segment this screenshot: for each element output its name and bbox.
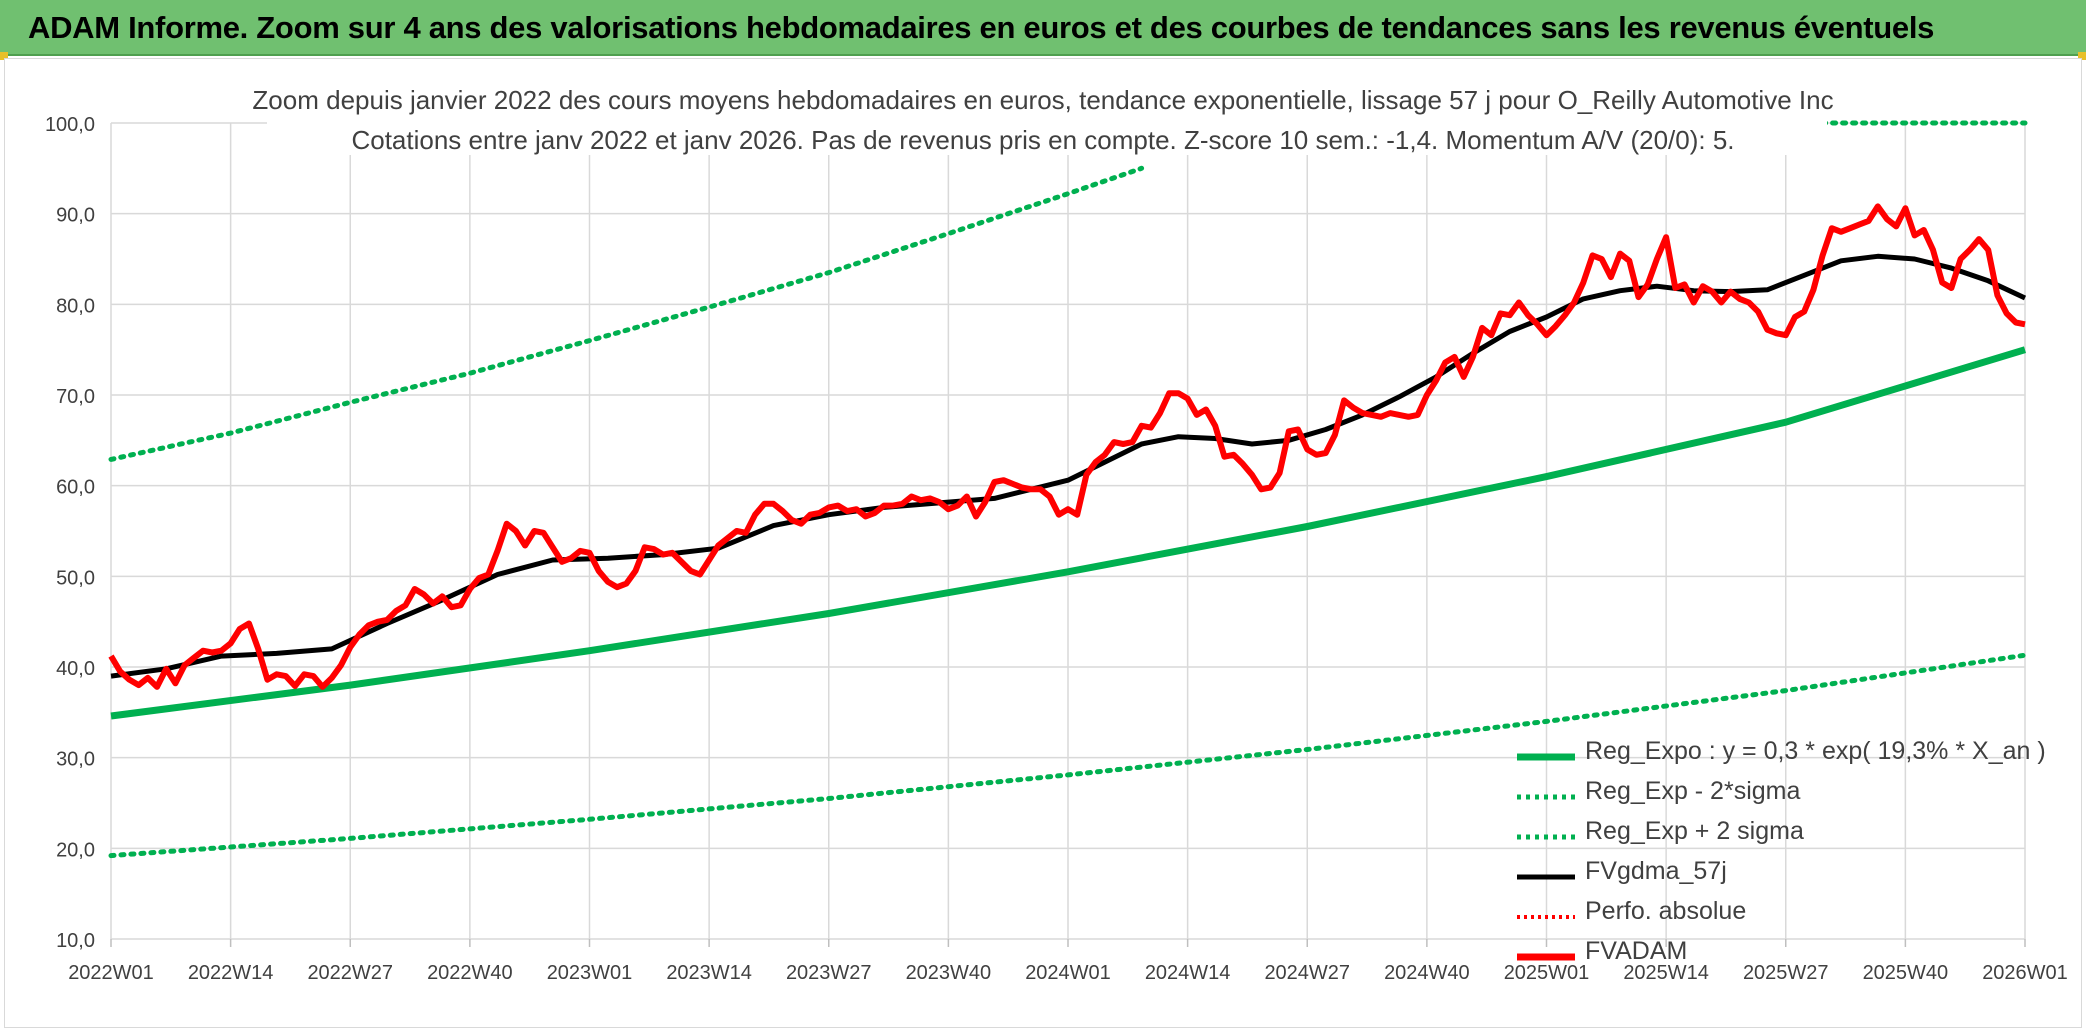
banner-corner-left [0,52,8,60]
report-title: ADAM Informe. Zoom sur 4 ans des valoris… [28,10,1935,45]
legend-label: Reg_Exp + 2 sigma [1585,817,1804,845]
legend-swatch-dotted-green [1517,834,1575,840]
report-banner: ADAM Informe. Zoom sur 4 ans des valoris… [0,0,2086,56]
x-tick-label: 2023W01 [547,962,633,984]
x-tick-label: 2026W01 [1982,962,2068,984]
y-tick-label: 100,0 [45,114,95,136]
y-tick-label: 50,0 [56,567,95,589]
chart-frame: 10,0 20,0 30,0 40,0 50,0 60,0 70,0 80,0 90,0 100,… [4,58,2082,1028]
legend-swatch-solid-red [1517,953,1575,961]
x-tick-label: 2024W14 [1145,962,1231,984]
x-tick-label: 2022W40 [427,962,513,984]
x-tick-label: 2024W27 [1264,962,1350,984]
legend-swatch-dotted-red [1517,915,1575,919]
y-axis-tick-labels: 10,0 20,0 30,0 40,0 50,0 60,0 70,0 80,0 90,0 100,… [45,114,95,952]
title-backdrop [267,73,1827,155]
series-line-2 [108,652,2028,859]
x-tick-label: 2022W14 [188,962,274,984]
legend-label: Reg_Expo : y = 0,3 * exp( 19,3% * X_an ) [1585,737,2046,765]
x-tick-label: 2025W40 [1863,962,1949,984]
legend-swatch-dotted-green [1517,794,1575,800]
y-tick-label: 90,0 [56,205,95,227]
legend-item-fvadam: FVADAM [1505,933,2025,973]
y-tick-label: 80,0 [56,295,95,317]
series-line-4 [110,253,2027,679]
legend-item-perfo-absolue: Perfo. absolue [1505,893,2025,933]
x-tick-label: 2025W14 [1623,962,1709,984]
x-tick-label: 2024W40 [1384,962,1470,984]
x-tick-label: 2025W27 [1743,962,1829,984]
line-chart: 10,0 20,0 30,0 40,0 50,0 60,0 70,0 80,0 90,0 100,… [45,73,2068,984]
legend-label: Perfo. absolue [1585,897,1747,925]
series-line-6 [108,203,2026,690]
x-tick-label: 2025W01 [1504,962,1590,984]
legend-item-fvgdma: FVgdma_57j [1505,853,2025,893]
legend-label: FVgdma_57j [1585,857,1727,885]
y-tick-label: 60,0 [56,477,95,499]
y-tick-label: 30,0 [56,749,95,771]
x-tick-label: 2022W27 [307,962,393,984]
series-line-3 [108,165,1145,462]
legend-item-reg-exp-plus: Reg_Exp + 2 sigma [1505,813,2025,853]
y-tick-label: 70,0 [56,386,95,408]
legend-item-reg-exp-minus: Reg_Exp - 2*sigma [1505,773,2025,813]
y-tick-label: 10,0 [56,930,95,952]
y-tick-label: 40,0 [56,658,95,680]
chart-series [108,120,2028,859]
legend-label: FVADAM [1585,937,1688,965]
x-tick-label: 2023W40 [906,962,992,984]
chart-subtitle: Cotations entre janv 2022 et janv 2026. … [351,125,1734,155]
legend-swatch-solid-green [1517,753,1575,761]
x-tick-label: 2024W01 [1025,962,1111,984]
x-tick-label: 2023W14 [666,962,752,984]
y-tick-label: 20,0 [56,839,95,861]
legend-item-reg-expo: Reg_Expo : y = 0,3 * exp( 19,3% * X_an ) [1505,733,2046,773]
legend-swatch-solid-black [1517,874,1575,880]
chart-title: Zoom depuis janvier 2022 des cours moyen… [252,85,1833,115]
x-axis-tick-labels: 2022W01 2022W14 2022W27 2022W40 2023W01 2023W… [68,962,2068,984]
series-line-1 [110,346,2027,720]
banner-corner-right [2078,52,2086,60]
chart-legend: Reg_Expo : y = 0,3 * exp( 19,3% * X_an )… [1505,733,2046,981]
x-tick-label: 2023W27 [786,962,872,984]
x-tick-label: 2022W01 [68,962,154,984]
legend-label: Reg_Exp - 2*sigma [1585,777,1801,805]
